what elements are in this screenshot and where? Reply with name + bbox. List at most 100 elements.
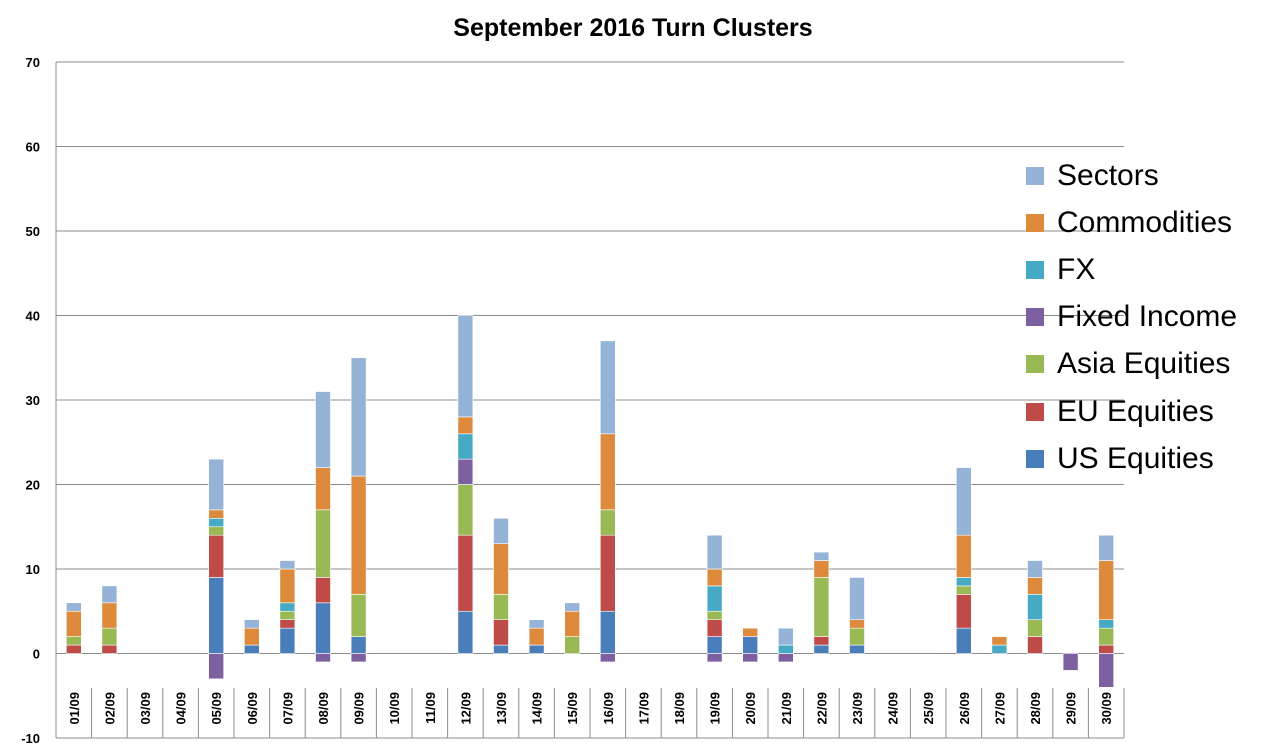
legend-item: EU Equities [1026,388,1262,435]
bar-segment [208,653,224,680]
legend: Sectors Commodities FX Fixed Income Asia Equ… [1026,152,1262,482]
y-tick-label: 70 [26,55,40,70]
bar-segment [493,644,509,654]
y-tick-label: 60 [26,140,40,155]
bar-segment [208,509,224,519]
bar-segment [1027,577,1043,595]
legend-swatch [1026,166,1044,185]
x-tick-label: 23/09 [850,692,865,725]
legend-swatch [1026,260,1044,279]
x-tick-label: 21/09 [779,692,794,725]
bar-segment [457,315,474,418]
bar-segment [101,585,118,604]
bar-segment [777,653,794,663]
bar-segment [1098,627,1114,646]
bar-segment [813,644,830,654]
legend-swatch [1026,355,1044,374]
bar-segment [101,644,118,654]
bar-segment [208,577,224,654]
x-tick-label: 26/09 [957,692,972,725]
y-tick-label: 50 [26,224,40,239]
legend-swatch [1026,402,1044,421]
bar-segment [315,602,331,654]
x-tick-label: 18/09 [672,692,687,725]
bar-segment [244,619,260,629]
bar-segment [279,619,296,629]
bar-segment [1098,653,1114,688]
bar-segment [706,636,723,654]
bar-segment [599,610,616,654]
legend-label: Sectors [1057,158,1159,192]
bar-segment [813,560,830,578]
legend-swatch [1026,213,1044,232]
bar-segment [564,636,581,654]
legend-label: EU Equities [1057,394,1214,428]
x-tick-label: 12/09 [458,692,473,725]
bar-segment [706,653,723,663]
legend-item: Sectors [1026,152,1262,199]
bar-segment [706,534,723,570]
bar-segment [350,357,367,477]
bar-segment [813,551,830,561]
x-tick-label: 11/09 [423,692,438,724]
bar-segment [244,627,260,646]
x-tick-label: 14/09 [530,692,545,725]
x-tick-label: 04/09 [174,692,189,725]
bar-segment [528,619,545,629]
bar-segment [66,610,82,637]
bar-segment [599,340,616,435]
bar-segment [350,653,367,663]
bar-segment [66,602,82,612]
bar-segment [1027,619,1043,637]
legend-item: Commodities [1026,199,1262,246]
legend-item: US Equities [1026,435,1262,482]
bar-segment [955,467,972,536]
bar-segment [101,627,118,646]
bar-segment [315,509,331,578]
legend-swatch [1026,308,1044,327]
bar-segment [706,619,723,637]
bar-segment [457,433,474,460]
bar-segment [279,568,296,604]
bar-segment [244,644,260,654]
bar-segment [742,636,759,654]
bar-segment [493,543,509,595]
bar-segment [1098,534,1114,561]
bar-segment [599,433,616,511]
bar-segment [350,636,367,654]
bar-segment [66,636,82,646]
y-tick-label: 0 [33,647,40,662]
x-tick-label: 16/09 [601,692,616,725]
bar-segment [777,627,794,646]
x-tick-label: 10/09 [387,692,402,725]
bar-segment [955,627,972,654]
x-tick-label: 06/09 [245,692,260,725]
bar-segment [457,484,474,536]
bar-segment [564,602,581,612]
bar-segment [991,636,1008,646]
bar-segment [279,627,296,654]
bar-segment [528,627,545,646]
x-tick-label: 20/09 [743,692,758,725]
bar-segment [564,610,581,637]
bar-segment [279,610,296,620]
bar-segment [493,517,509,544]
x-tick-label: 03/09 [138,692,153,725]
bar-segment [599,534,616,612]
bar-segment [315,653,331,663]
bar-segment [457,416,474,435]
x-tick-label: 09/09 [352,692,367,725]
bar-segment [849,577,865,621]
bar-segment [457,534,474,612]
bar-segment [457,458,474,485]
bar-segment [849,644,865,654]
bar-segment [955,594,972,629]
chart-title: September 2016 Turn Clusters [453,14,813,42]
x-tick-label: 28/09 [1028,692,1043,725]
bar-segment [279,602,296,612]
x-tick-label: 27/09 [992,692,1007,725]
legend-label: Commodities [1057,205,1233,239]
bar-segment [208,458,224,511]
bar-segment [742,653,759,663]
